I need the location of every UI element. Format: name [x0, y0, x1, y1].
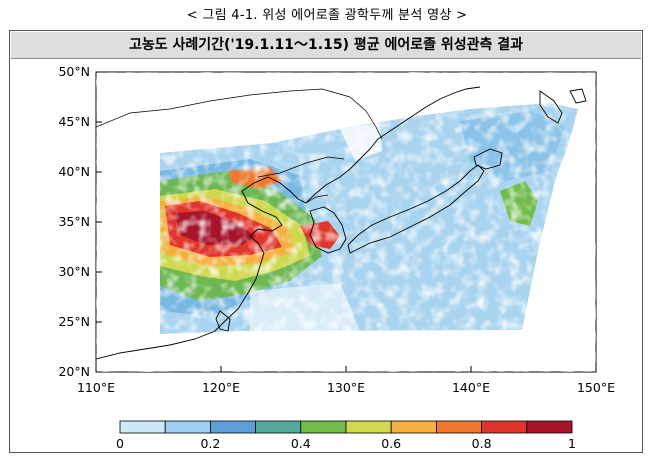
latitude-label: 50°N — [58, 64, 90, 79]
colorbar-segment — [300, 420, 347, 434]
aerosol-field — [96, 72, 596, 372]
latitude-label: 45°N — [58, 114, 90, 129]
colorbar-segment — [209, 420, 256, 434]
colorbar — [119, 420, 573, 434]
cloud-gap-2 — [250, 283, 360, 331]
longitude-ticks — [95, 366, 597, 372]
colorbar-segment — [526, 420, 573, 434]
country-borders — [96, 88, 383, 204]
colorbar-tick-label: 0.8 — [471, 436, 492, 451]
colorbar-tick-label: 0.2 — [200, 436, 221, 451]
aerosol-map — [95, 71, 597, 434]
figure-caption: < 그림 4-1. 위성 에어로졸 광학두께 분석 영상 > — [186, 8, 468, 23]
latitude-label: 20°N — [58, 364, 90, 379]
longitude-label: 150°E — [576, 380, 615, 395]
colorbar-segment — [119, 420, 166, 434]
map-title: 고농도 사례기간('19.1.11～1.15) 평균 에어로졸 위성관측 결과 — [11, 32, 641, 59]
coastlines — [96, 86, 587, 360]
colorbar-segment — [255, 420, 302, 434]
colorbar-tick-label: 0.4 — [290, 436, 311, 451]
latitude-label: 35°N — [58, 214, 90, 229]
cloud-gap-1 — [340, 123, 382, 161]
latitude-label: 40°N — [58, 164, 90, 179]
longitude-label: 110°E — [76, 380, 115, 395]
colorbar-segment — [390, 420, 437, 434]
colorbar-tick-label: 1 — [568, 436, 576, 451]
colorbar-tick-label: 0 — [116, 436, 124, 451]
longitude-label: 130°E — [326, 380, 365, 395]
colorbar-segment — [345, 420, 392, 434]
latitude-ticks — [96, 71, 102, 373]
longitude-label: 120°E — [201, 380, 240, 395]
colorbar-tick-label: 0.6 — [381, 436, 402, 451]
colorbar-segment — [164, 420, 211, 434]
colorbar-segment — [481, 420, 528, 434]
latitude-label: 25°N — [58, 314, 90, 329]
latitude-label: 30°N — [58, 264, 90, 279]
colorbar-segment — [435, 420, 482, 434]
map-figure-frame: 고농도 사례기간('19.1.11～1.15) 평균 에어로졸 위성관측 결과 — [9, 30, 643, 453]
longitude-label: 140°E — [451, 380, 490, 395]
